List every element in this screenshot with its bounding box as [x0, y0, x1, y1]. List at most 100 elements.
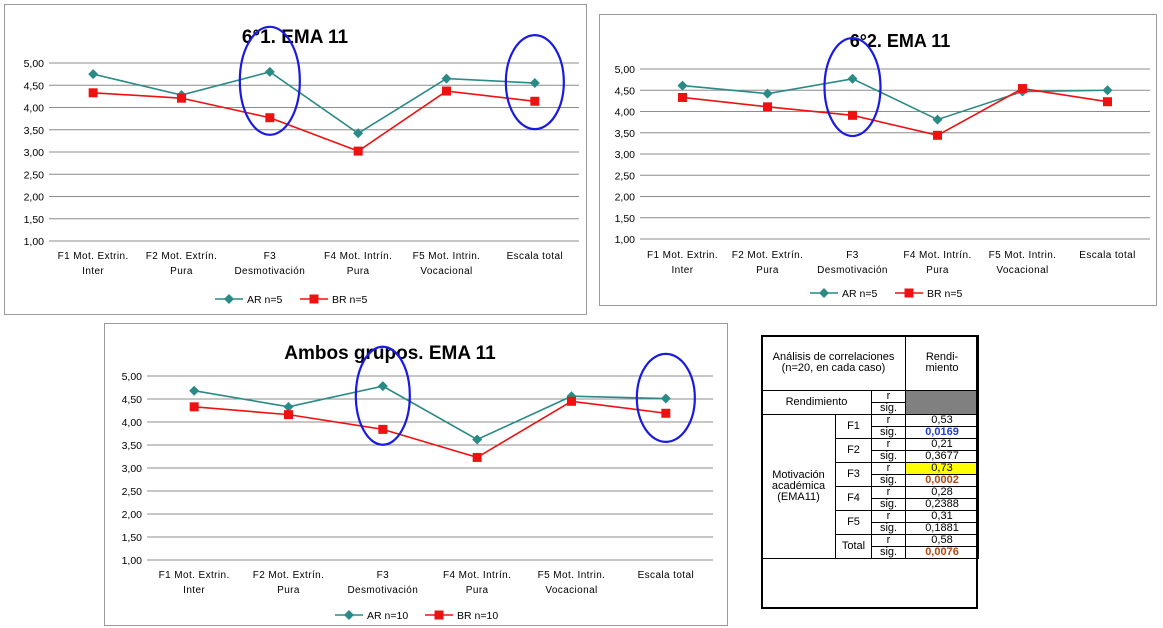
- y-tick-label: 4,50: [615, 85, 636, 97]
- y-tick-label: 3,00: [615, 149, 636, 161]
- series-line: [93, 90, 535, 153]
- highlight-ellipse: [354, 345, 411, 446]
- legend-marker-square: [904, 288, 914, 298]
- sig-value-f2: 0,3677: [905, 450, 980, 463]
- y-tick-label: 3,50: [24, 125, 45, 137]
- y-tick-label: 2,50: [615, 170, 636, 182]
- r-label: r: [870, 462, 907, 475]
- legend-label: AR n=5: [247, 294, 282, 306]
- x-category-label: F5 Mot. Intrin.: [413, 251, 481, 262]
- data-point-square: [88, 88, 98, 98]
- x-category-label: Desmotivación: [347, 585, 418, 596]
- data-point-diamond: [441, 73, 452, 84]
- r-label: r: [870, 390, 907, 403]
- x-category-label: F2 Mot. Extrín.: [146, 251, 218, 262]
- y-tick-label: 5,00: [24, 58, 45, 70]
- x-category-label: Vocacional: [545, 585, 597, 596]
- data-point-diamond: [762, 88, 773, 99]
- chart-title: Ambos grupos. EMA 11: [284, 343, 496, 364]
- data-point-square: [1018, 84, 1027, 94]
- data-point-diamond: [677, 80, 688, 91]
- data-point-square: [661, 408, 671, 418]
- highlight-ellipse: [238, 25, 301, 136]
- table-header-rendimiento: Rendi-miento: [905, 335, 980, 391]
- sig-label: sig.: [870, 450, 907, 463]
- x-category-label: F5 Mot. Intrin.: [538, 570, 606, 581]
- x-category-label: F1 Mot. Extrin.: [647, 250, 718, 261]
- data-point-diamond: [529, 78, 540, 89]
- y-tick-label: 3,50: [122, 440, 143, 452]
- y-tick-label: 1,50: [24, 214, 45, 226]
- x-category-label: Desmotivación: [817, 265, 888, 276]
- y-tick-label: 2,00: [122, 509, 143, 521]
- line-chart-6-1: 6°1. EMA 11 1,00 1,50 2,00 2,50 3,00 3,50 4,00 4…: [24, 25, 579, 306]
- data-point-diamond: [377, 381, 388, 392]
- legend-label: AR n=10: [367, 610, 408, 622]
- legend-marker-diamond: [224, 294, 234, 304]
- legend-label: BR n=5: [927, 288, 962, 300]
- factor-label: Total: [835, 534, 872, 559]
- chart-title: 6°2. EMA 11: [850, 31, 951, 51]
- legend-label: BR n=10: [457, 610, 498, 622]
- sig-value-f3: 0,0002: [905, 474, 980, 487]
- factor-label: F3: [835, 462, 872, 487]
- y-tick-label: 2,50: [24, 169, 45, 181]
- data-point-diamond: [264, 66, 275, 77]
- y-tick-label: 4,50: [122, 394, 143, 406]
- data-point-diamond: [88, 69, 99, 80]
- data-point-square: [353, 146, 363, 156]
- data-point-square: [848, 110, 857, 120]
- x-category-label: Pura: [170, 266, 193, 277]
- y-tick-label: 3,00: [24, 147, 45, 159]
- factor-label: F5: [835, 510, 872, 535]
- sig-value-f5: 0,1881: [905, 522, 980, 535]
- x-category-label: Vocacional: [996, 265, 1048, 276]
- highlight-ellipse: [823, 36, 882, 138]
- y-tick-label: 5,00: [122, 371, 143, 383]
- y-tick-label: 3,00: [122, 463, 143, 475]
- y-tick-label: 2,50: [122, 486, 143, 498]
- data-point-square: [567, 396, 576, 406]
- sig-label: sig.: [870, 546, 907, 559]
- data-point-diamond: [1102, 85, 1113, 96]
- data-point-square: [265, 113, 275, 123]
- series-line: [194, 385, 666, 441]
- sig-value-total: 0,0076: [905, 546, 980, 559]
- x-category-label: Pura: [926, 265, 949, 276]
- y-tick-label: 1,00: [615, 234, 636, 246]
- r-value-f4: 0,28: [905, 486, 980, 499]
- legend-marker-square: [309, 294, 319, 304]
- data-point-diamond: [660, 393, 671, 404]
- x-category-label: Inter: [82, 266, 104, 277]
- data-point-square: [177, 93, 186, 103]
- rendimiento-row-label: Rendimiento: [761, 390, 872, 415]
- y-tick-label: 1,00: [24, 236, 45, 248]
- data-point-diamond: [932, 114, 943, 125]
- y-tick-label: 2,00: [24, 192, 45, 204]
- x-category-label: F4 Mot. Intrín.: [903, 250, 971, 261]
- chart-title: 6°1. EMA 11: [242, 27, 349, 48]
- data-point-diamond: [189, 385, 200, 396]
- y-tick-label: 4,50: [24, 80, 45, 92]
- series-line: [194, 400, 666, 459]
- r-value-f2: 0,21: [905, 438, 980, 451]
- data-point-square: [933, 130, 942, 140]
- x-category-label: F3: [846, 250, 859, 261]
- data-point-square: [678, 92, 687, 102]
- x-category-label: Inter: [183, 585, 205, 596]
- sig-value-f4: 0,2388: [905, 498, 980, 511]
- data-point-square: [763, 102, 772, 112]
- y-tick-label: 4,00: [122, 417, 143, 429]
- series-line: [92, 71, 535, 135]
- x-category-label: Inter: [671, 265, 693, 276]
- data-point-diamond: [847, 73, 858, 84]
- data-point-diamond: [472, 434, 483, 445]
- r-label: r: [870, 510, 907, 523]
- r-label: r: [870, 534, 907, 547]
- x-category-label: Pura: [347, 266, 370, 277]
- x-category-label: F4 Mot. Intrín.: [443, 570, 511, 581]
- y-tick-label: 1,50: [122, 532, 143, 544]
- gray-cell: [905, 390, 980, 415]
- factor-label: F2: [835, 438, 872, 463]
- r-label: r: [870, 414, 907, 427]
